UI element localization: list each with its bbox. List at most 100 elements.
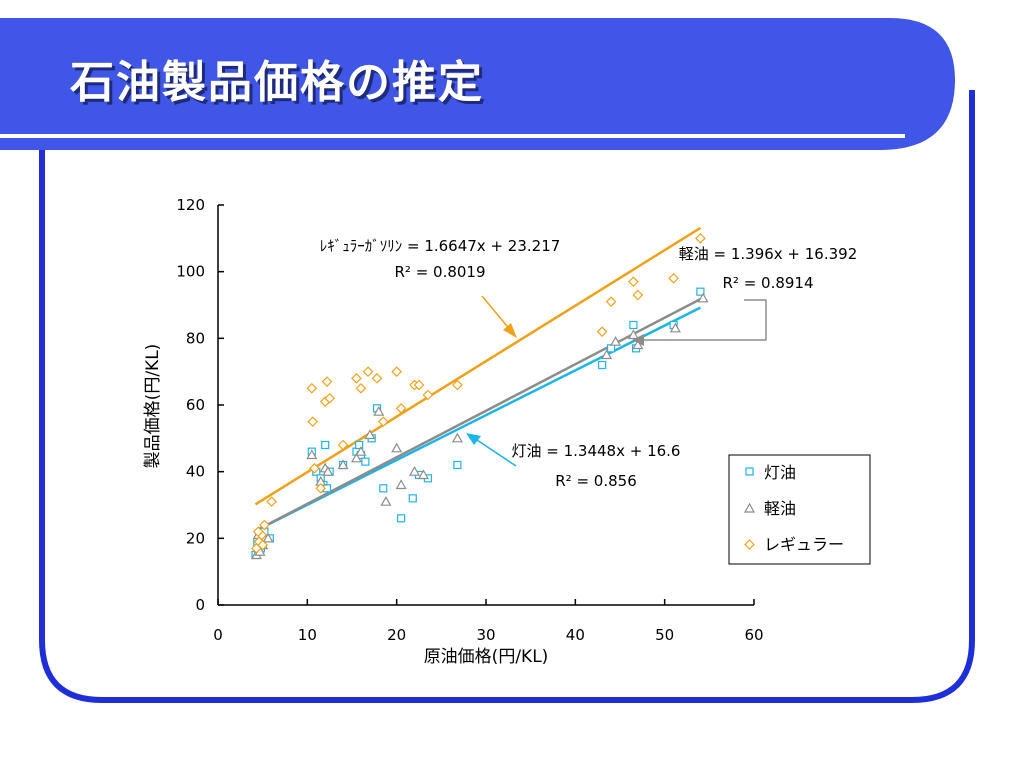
point-regular	[422, 389, 434, 401]
x-axis-title: 原油価格(円/KL)	[424, 647, 549, 667]
point-kerosene	[453, 460, 462, 470]
point-diesel	[610, 335, 622, 346]
point-regular	[351, 372, 362, 384]
point-regular	[605, 296, 617, 308]
y-tick-label: 60	[186, 396, 205, 414]
legend: 灯油 軽油 レギュラー	[728, 454, 871, 565]
point-diesel	[627, 329, 639, 340]
y-tick-label: 120	[176, 196, 205, 214]
point-regular	[257, 539, 269, 551]
chart-axes: 0 20 40 60 80 100 120 0 10 20 30 40 50 60	[176, 196, 763, 644]
point-regular	[371, 372, 383, 384]
point-diesel	[601, 349, 613, 360]
legend-marker-kerosene	[745, 467, 754, 476]
point-diesel	[632, 339, 644, 350]
y-tick-label: 100	[176, 263, 205, 281]
point-regular	[452, 379, 463, 391]
x-tick-label: 20	[387, 626, 406, 644]
x-tick-label: 60	[744, 626, 763, 644]
point-diesel	[373, 405, 385, 416]
point-diesel	[395, 479, 407, 490]
data-points	[250, 232, 709, 560]
x-tick-label: 50	[655, 626, 674, 644]
point-diesel	[364, 429, 376, 440]
legend-marker-diesel	[743, 502, 756, 513]
point-regular	[324, 392, 336, 404]
kerosene-callout-arrow	[466, 433, 517, 467]
point-regular	[391, 366, 403, 378]
x-tick-label: 10	[298, 626, 317, 644]
point-diesel	[409, 465, 421, 476]
title-band	[0, 18, 955, 150]
point-regular	[413, 379, 425, 391]
point-kerosene	[629, 320, 638, 330]
point-kerosene	[361, 457, 370, 466]
point-regular	[306, 382, 318, 394]
gasoline-equation: ﾚｷﾞｭﾗｰｶﾞｿﾘﾝ = 1.6647x + 23.217	[320, 237, 561, 255]
kerosene-equation: 灯油 = 1.3448x + 16.6	[512, 442, 681, 460]
point-regular	[355, 382, 367, 394]
y-tick-label: 80	[186, 329, 205, 347]
diesel-r2: R² = 0.8914	[722, 274, 813, 292]
point-regular	[337, 439, 349, 451]
point-regular	[596, 326, 608, 338]
point-diesel	[337, 459, 349, 470]
gasoline-callout-arrow	[481, 295, 517, 338]
trendline	[257, 306, 701, 531]
point-regular	[321, 376, 333, 388]
point-kerosene	[408, 494, 417, 503]
slide-border	[39, 90, 975, 703]
point-diesel	[451, 432, 463, 443]
point-kerosene	[355, 440, 364, 450]
diesel-callout-arrow	[632, 299, 767, 346]
gasoline-r2: R² = 0.8019	[394, 263, 485, 281]
point-kerosene	[606, 344, 616, 353]
point-regular	[377, 416, 389, 428]
point-diesel	[262, 532, 274, 543]
legend-marker-regular	[744, 539, 755, 550]
point-diesel	[417, 469, 429, 480]
point-diesel	[391, 442, 403, 453]
legend-label-kerosene: 灯油	[764, 463, 796, 482]
y-axis-title: 製品価格(円/KL)	[143, 344, 163, 469]
point-diesel	[350, 452, 362, 463]
point-diesel	[355, 445, 367, 456]
point-diesel	[306, 449, 318, 460]
point-regular	[252, 526, 264, 538]
point-diesel	[669, 322, 681, 333]
point-regular	[315, 482, 327, 494]
point-diesel	[697, 292, 709, 303]
x-tick-label: 0	[213, 626, 223, 644]
point-regular	[395, 402, 407, 414]
point-kerosene	[321, 440, 330, 450]
x-tick-label: 30	[476, 626, 495, 644]
trendline	[257, 297, 701, 531]
point-regular	[632, 289, 644, 301]
trendline	[254, 226, 702, 506]
point-regular	[266, 496, 277, 508]
point-regular	[362, 366, 374, 378]
point-regular	[628, 276, 639, 288]
diesel-equation: 軽油 = 1.396x + 16.392	[679, 245, 858, 263]
point-regular	[259, 519, 270, 531]
y-tick-label: 0	[195, 596, 205, 614]
point-regular	[307, 416, 319, 428]
x-tick-label: 40	[566, 626, 585, 644]
slide-title: 石油製品価格の推定	[70, 57, 484, 108]
point-diesel	[380, 495, 392, 506]
y-tick-label: 40	[186, 463, 205, 481]
point-kerosene	[397, 514, 406, 523]
point-kerosene	[379, 484, 388, 493]
legend-label-diesel: 軽油	[764, 499, 796, 518]
point-regular	[695, 232, 706, 244]
point-regular	[309, 462, 320, 474]
kerosene-r2: R² = 0.856	[555, 472, 636, 490]
y-tick-label: 20	[186, 529, 205, 547]
point-kerosene	[598, 360, 607, 370]
point-diesel	[322, 465, 334, 476]
trendlines	[254, 226, 702, 531]
point-kerosene	[696, 287, 705, 296]
legend-label-regular: レギュラー	[764, 535, 844, 554]
